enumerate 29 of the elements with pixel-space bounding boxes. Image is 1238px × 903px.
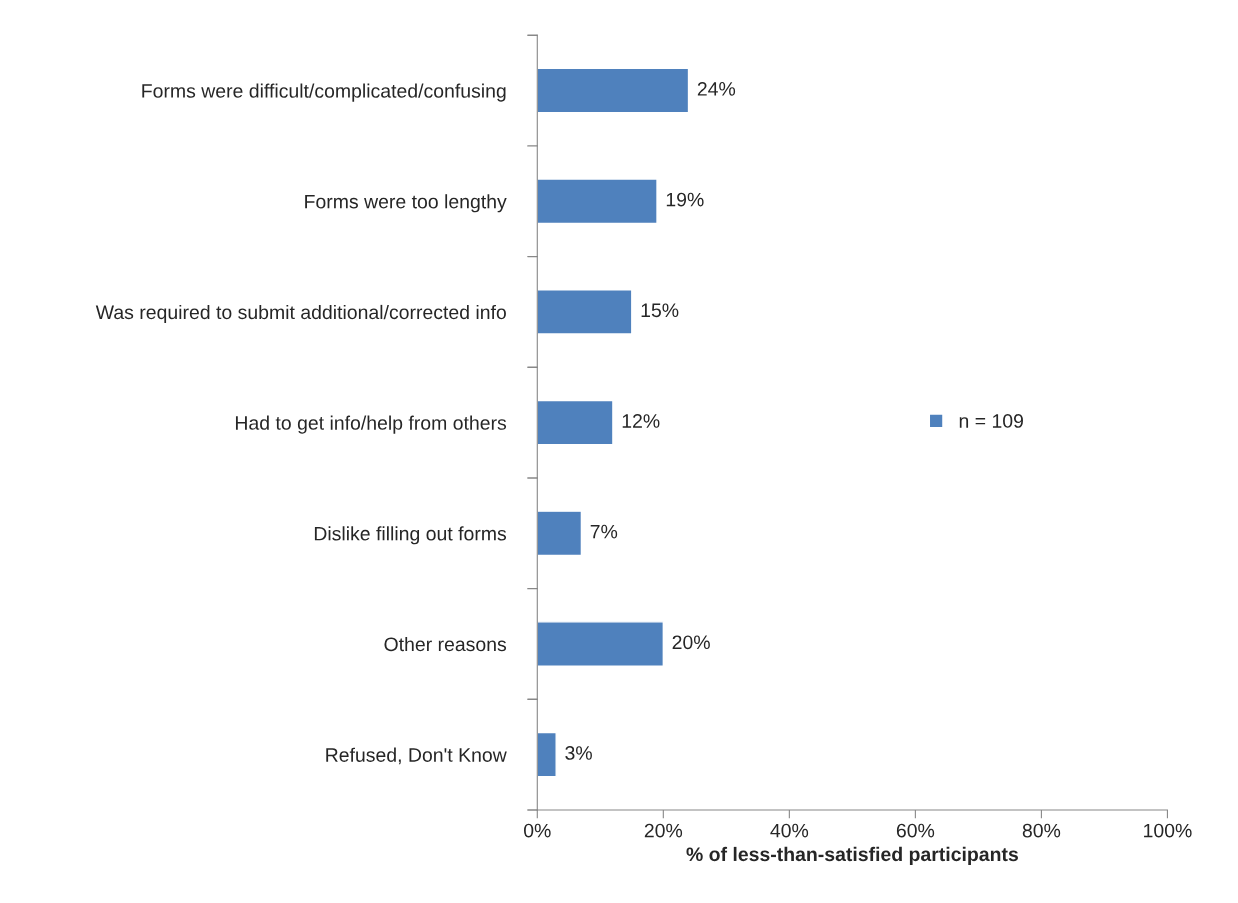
data-label: 19% bbox=[666, 192, 704, 207]
y-tick-label: Forms were difficult/complicated/confusing bbox=[142, 83, 506, 102]
data-label: 20% bbox=[672, 635, 710, 650]
bar bbox=[537, 67, 690, 114]
legend-label: n = 109 bbox=[959, 414, 1023, 428]
data-label: 7% bbox=[590, 524, 618, 539]
y-tick-label: Was required to submit additional/corrected info bbox=[95, 304, 506, 323]
bar bbox=[537, 178, 658, 225]
bar bbox=[537, 621, 665, 667]
y-tick-label: Dislike filling out forms bbox=[314, 526, 507, 545]
x-axis-title: % of less-than-satisfied participants bbox=[686, 846, 1018, 865]
y-tick-label: Refused, Don't Know bbox=[326, 747, 507, 765]
bar bbox=[537, 731, 557, 778]
x-tick-label: 60% bbox=[896, 823, 935, 838]
data-label: 3% bbox=[565, 746, 592, 760]
y-tick-label: Other reasons bbox=[384, 636, 507, 652]
bar bbox=[537, 289, 633, 335]
x-tick-label: 40% bbox=[770, 823, 809, 838]
x-tick-label: 20% bbox=[644, 823, 683, 838]
x-tick-label: 0% bbox=[524, 823, 551, 838]
data-label: 15% bbox=[641, 303, 679, 318]
y-tick-label: Forms were too lengthy bbox=[305, 194, 507, 213]
x-tick-label: 80% bbox=[1022, 823, 1061, 838]
x-tick-label: 100% bbox=[1144, 823, 1192, 838]
data-label: 24% bbox=[697, 82, 736, 96]
data-label: 12% bbox=[622, 414, 660, 428]
bar bbox=[537, 510, 583, 557]
bar bbox=[537, 399, 614, 446]
y-tick-label: Had to get info/help from others bbox=[235, 415, 507, 434]
